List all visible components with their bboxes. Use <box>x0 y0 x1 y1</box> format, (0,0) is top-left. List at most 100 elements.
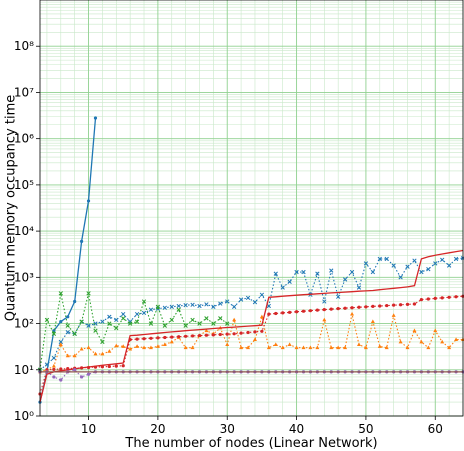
y-tick-label: 10¹ <box>14 363 34 377</box>
data-point <box>211 304 216 309</box>
data-point <box>370 269 376 275</box>
data-point <box>225 332 229 336</box>
data-point <box>142 345 147 350</box>
data-point <box>225 299 230 304</box>
data-point <box>176 307 181 312</box>
data-point <box>357 305 361 309</box>
data-point <box>412 302 417 306</box>
x-tick-label: 30 <box>220 422 235 436</box>
x-tick-label: 20 <box>150 422 165 436</box>
plot-frame <box>39 0 464 417</box>
data-point <box>308 345 313 350</box>
data-point <box>44 317 50 323</box>
data-point <box>128 346 133 351</box>
data-point <box>86 365 91 370</box>
data-point <box>107 364 111 369</box>
data-point <box>58 342 63 347</box>
data-point <box>114 343 119 348</box>
data-point <box>72 353 77 358</box>
data-point <box>440 339 445 344</box>
data-point <box>384 345 389 350</box>
y-axis-ticks: 10⁰ 10¹ 10² 10³ 10⁴ 10⁵ 10⁶ 10⁷ 10⁸ <box>14 39 40 423</box>
y-tick-label: 10⁷ <box>14 85 34 99</box>
series-line <box>39 313 463 373</box>
data-point <box>114 317 119 323</box>
y-tick-label: 10⁸ <box>14 39 34 53</box>
data-point <box>197 303 202 309</box>
data-point <box>246 330 250 335</box>
y-tick-label: 10² <box>14 317 34 331</box>
data-point <box>426 345 431 350</box>
data-point <box>398 303 403 307</box>
data-point <box>454 295 458 299</box>
minor-grid <box>40 0 464 416</box>
data-point <box>259 292 265 297</box>
data-point <box>114 364 118 368</box>
data-point <box>93 328 98 333</box>
series-4 <box>37 291 230 372</box>
data-point <box>121 364 125 368</box>
data-point <box>79 319 84 324</box>
data-point <box>86 291 91 296</box>
data-point <box>190 345 195 350</box>
data-point <box>301 345 306 350</box>
data-point <box>239 345 244 350</box>
data-point <box>204 328 209 333</box>
data-point <box>280 285 285 290</box>
x-axis-label: The number of nodes (Linear Network) <box>124 436 377 451</box>
data-point <box>370 319 375 324</box>
data-point <box>183 345 188 350</box>
data-point <box>169 304 174 309</box>
data-point <box>66 367 70 371</box>
data-point <box>433 261 438 266</box>
data-point <box>453 256 459 262</box>
data-point <box>100 339 105 345</box>
data-point <box>315 271 320 276</box>
data-point <box>252 300 258 305</box>
series-line <box>39 295 464 395</box>
data-point <box>301 269 306 275</box>
data-point <box>73 368 77 372</box>
series-line <box>39 117 97 403</box>
data-point <box>170 335 174 339</box>
data-point <box>405 345 410 350</box>
y-tick-label: 10⁵ <box>14 178 34 192</box>
y-tick-label: 10³ <box>14 270 34 284</box>
data-point <box>59 378 63 382</box>
data-point <box>343 306 347 310</box>
data-point <box>294 345 299 350</box>
data-point <box>398 339 403 344</box>
data-point <box>287 342 292 347</box>
data-point <box>148 307 154 312</box>
data-point <box>52 375 56 379</box>
data-point <box>190 334 195 338</box>
data-point <box>419 339 424 344</box>
data-point <box>225 342 230 347</box>
data-point <box>183 303 188 308</box>
x-tick-label: 10 <box>81 422 96 436</box>
data-point <box>273 342 278 347</box>
data-point <box>280 345 285 350</box>
data-point <box>239 331 243 335</box>
data-point <box>246 345 251 350</box>
data-point <box>93 116 98 120</box>
series-6 <box>38 294 464 396</box>
data-point <box>412 258 417 263</box>
data-point <box>135 344 140 348</box>
data-point <box>65 323 70 328</box>
data-point <box>44 362 50 367</box>
data-point <box>86 323 91 328</box>
data-point <box>93 365 98 369</box>
data-point <box>52 367 56 371</box>
data-point <box>155 304 161 309</box>
data-point <box>426 297 430 301</box>
data-point <box>134 319 140 324</box>
data-point <box>266 303 271 309</box>
data-point <box>72 331 77 336</box>
data-point <box>281 311 285 315</box>
series-line <box>39 293 228 370</box>
data-point <box>329 307 333 311</box>
data-point <box>142 337 146 341</box>
data-point <box>232 304 237 309</box>
data-point <box>59 367 63 371</box>
